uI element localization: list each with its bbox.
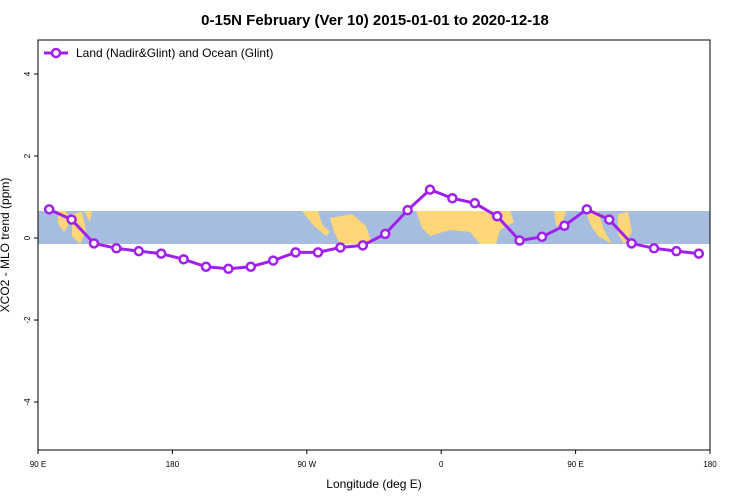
x-tick-label: 180: [703, 460, 717, 469]
x-tick-label: 90 E: [567, 460, 583, 469]
data-point: [267, 255, 279, 266]
data-point: [603, 214, 615, 225]
legend-label: Land (Nadir&Glint) and Ocean (Glint): [76, 46, 273, 60]
data-point: [111, 243, 122, 254]
data-point: [402, 204, 413, 216]
y-tick-label: 2: [23, 153, 32, 158]
y-tick-label: 4: [23, 71, 32, 76]
data-point: [447, 193, 458, 204]
x-tick-label: 0: [439, 460, 444, 469]
data-point: [88, 238, 100, 249]
data-point: [223, 263, 234, 275]
data-point: [245, 261, 257, 272]
data-point: [648, 243, 660, 254]
data-point: [290, 247, 301, 258]
y-tick-label: -4: [23, 398, 32, 406]
data-point: [491, 211, 503, 222]
x-tick-label: 90 E: [30, 460, 46, 469]
x-tick-label: 180: [166, 460, 180, 469]
data-point: [357, 240, 369, 251]
data-point: [66, 214, 77, 225]
y-tick-label: 0: [23, 235, 32, 240]
data-point: [536, 231, 548, 243]
plot-frame: [37, 39, 711, 451]
data-point: [312, 247, 324, 258]
data-point: [559, 220, 570, 231]
data-point: [693, 248, 705, 259]
data-point: [671, 245, 682, 257]
data-point: [335, 242, 346, 253]
legend-marker: [50, 47, 62, 59]
data-point: [379, 228, 391, 240]
y-axis-label: XCO2 - MLO trend (ppm): [0, 178, 12, 313]
y-tick-label: -2: [23, 316, 32, 324]
data-point: [200, 261, 212, 272]
data-point: [424, 184, 436, 195]
data-point: [581, 204, 593, 215]
x-axis-label: Longitude (deg E): [326, 477, 421, 491]
data-point: [133, 245, 145, 257]
data-point: [155, 248, 167, 259]
data-point: [178, 254, 189, 265]
data-point: [626, 238, 637, 249]
data-point: [514, 235, 525, 246]
chart-title: 0-15N February (Ver 10) 2015-01-01 to 20…: [201, 12, 549, 29]
data-point: [469, 197, 481, 209]
data-point: [43, 204, 55, 215]
x-tick-label: 90 W: [297, 460, 316, 469]
